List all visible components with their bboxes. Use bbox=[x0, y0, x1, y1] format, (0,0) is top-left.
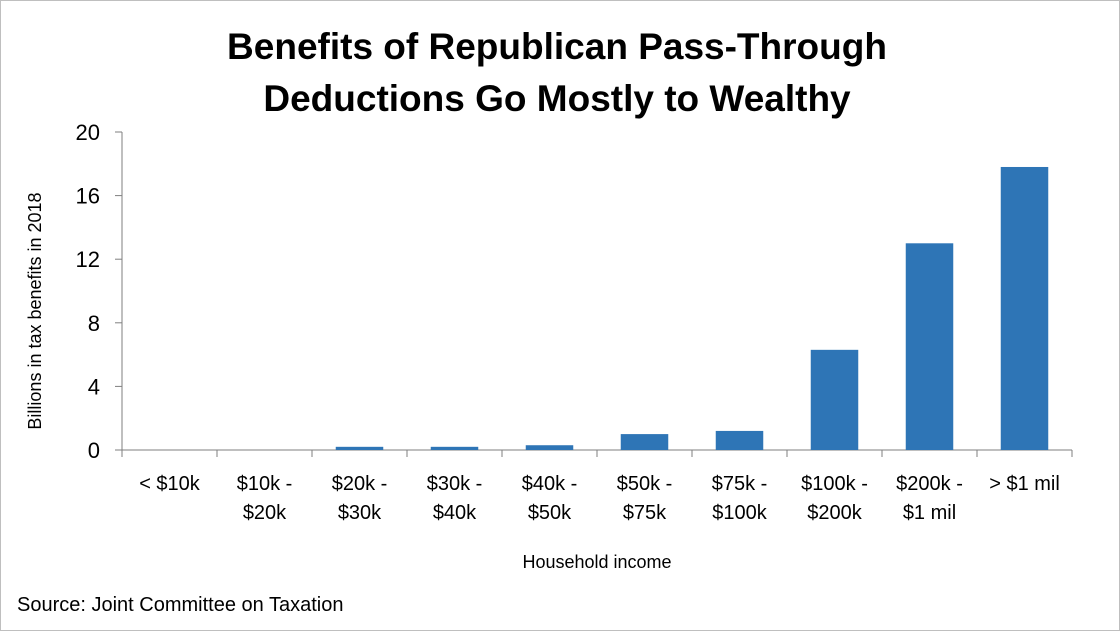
bar bbox=[525, 445, 574, 450]
x-category-label: < $10k bbox=[139, 473, 201, 495]
x-axis bbox=[121, 449, 1073, 457]
x-category-labels: < $10k $10k - $20k $20k - $30k $30k - $40k $40k… bbox=[139, 473, 1060, 524]
x-category-label: $40k - bbox=[522, 473, 578, 495]
y-axis: 0 4 8 12 16 20 bbox=[76, 120, 123, 463]
bar bbox=[430, 446, 479, 450]
bar bbox=[335, 446, 384, 450]
x-category-label: $20k bbox=[243, 502, 287, 524]
x-category-label: $30k bbox=[338, 502, 382, 524]
chart-title-line: Benefits of Republican Pass-Through bbox=[227, 26, 887, 67]
bar bbox=[810, 349, 859, 450]
bar bbox=[1000, 166, 1049, 451]
bars bbox=[335, 166, 1049, 451]
x-category-label: $50k bbox=[528, 502, 572, 524]
x-category-label: $200k bbox=[807, 502, 862, 524]
y-tick-label: 16 bbox=[76, 184, 100, 209]
x-category-label: > $1 mil bbox=[989, 473, 1060, 495]
bar bbox=[905, 243, 954, 450]
x-category-label: $30k - bbox=[427, 473, 483, 495]
source-note: Source: Joint Committee on Taxation bbox=[17, 594, 344, 616]
x-category-label: $1 mil bbox=[903, 502, 956, 524]
chart-title-line: Deductions Go Mostly to Wealthy bbox=[263, 78, 851, 119]
x-category-label: $200k - bbox=[896, 473, 963, 495]
x-category-label: $75k bbox=[623, 502, 667, 524]
chart-title: Benefits of Republican Pass-Through Deduc… bbox=[227, 26, 887, 119]
x-category-label: $100k bbox=[712, 502, 767, 524]
x-category-label: $20k - bbox=[332, 473, 388, 495]
x-axis-title: Household income bbox=[522, 552, 671, 572]
y-tick-label: 20 bbox=[76, 120, 100, 145]
x-category-label: $100k - bbox=[801, 473, 868, 495]
x-category-label: $50k - bbox=[617, 473, 673, 495]
x-category-label: $40k bbox=[433, 502, 477, 524]
x-category-label: $75k - bbox=[712, 473, 768, 495]
x-category-label: $10k - bbox=[237, 473, 293, 495]
bar bbox=[715, 430, 764, 450]
bar bbox=[620, 434, 669, 450]
y-tick-label: 8 bbox=[88, 311, 100, 336]
y-axis-title: Billions in tax benefits in 2018 bbox=[25, 192, 45, 429]
y-tick-label: 4 bbox=[88, 374, 100, 399]
y-tick-label: 0 bbox=[88, 438, 100, 463]
y-tick-label: 12 bbox=[76, 247, 100, 272]
